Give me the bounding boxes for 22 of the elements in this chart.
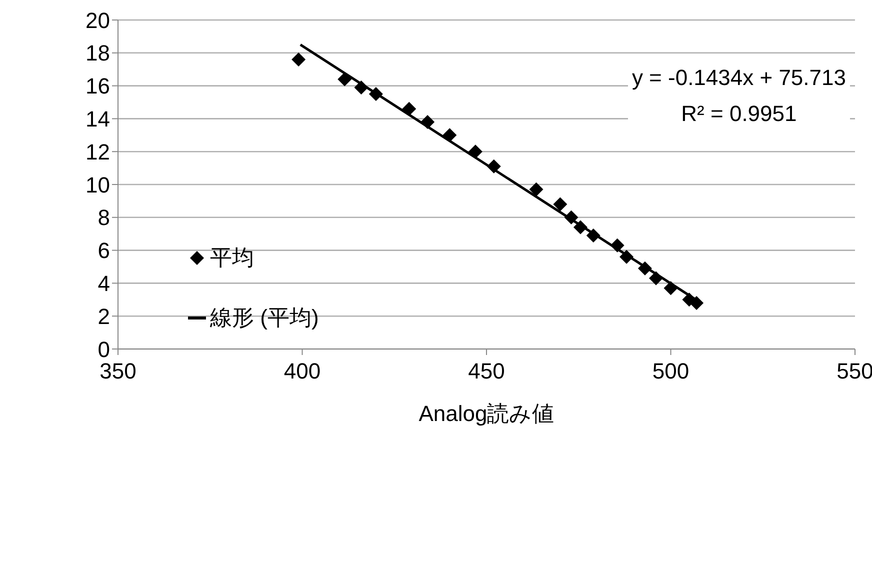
y-tick-label: 10 bbox=[86, 172, 110, 198]
x-tick-label: 500 bbox=[652, 358, 690, 384]
y-tick-label: 6 bbox=[98, 238, 110, 264]
y-tick-label: 20 bbox=[86, 8, 110, 33]
x-tick-label: 450 bbox=[468, 358, 505, 384]
y-tick-label: 2 bbox=[98, 304, 110, 329]
y-tick-label: 12 bbox=[86, 139, 110, 164]
y-tick-label: 18 bbox=[86, 40, 110, 66]
x-axis-title: Analog読み値 bbox=[418, 401, 554, 426]
y-tick-label: 14 bbox=[86, 106, 110, 132]
annotation: y = -0.1434x + 75.713 bbox=[632, 64, 846, 92]
y-tick-label: 8 bbox=[98, 205, 110, 230]
y-tick-label: 4 bbox=[98, 271, 110, 296]
y-tick-label: 16 bbox=[86, 74, 110, 99]
point bbox=[338, 72, 352, 86]
point bbox=[529, 182, 544, 196]
x-tick-label: 400 bbox=[284, 358, 321, 384]
point bbox=[553, 197, 568, 212]
legend-label: 線形 (平均) bbox=[210, 304, 319, 332]
legend-label: 平均 bbox=[210, 244, 254, 272]
annotation: R² = 0.9951 bbox=[680, 100, 798, 128]
point bbox=[292, 52, 306, 66]
